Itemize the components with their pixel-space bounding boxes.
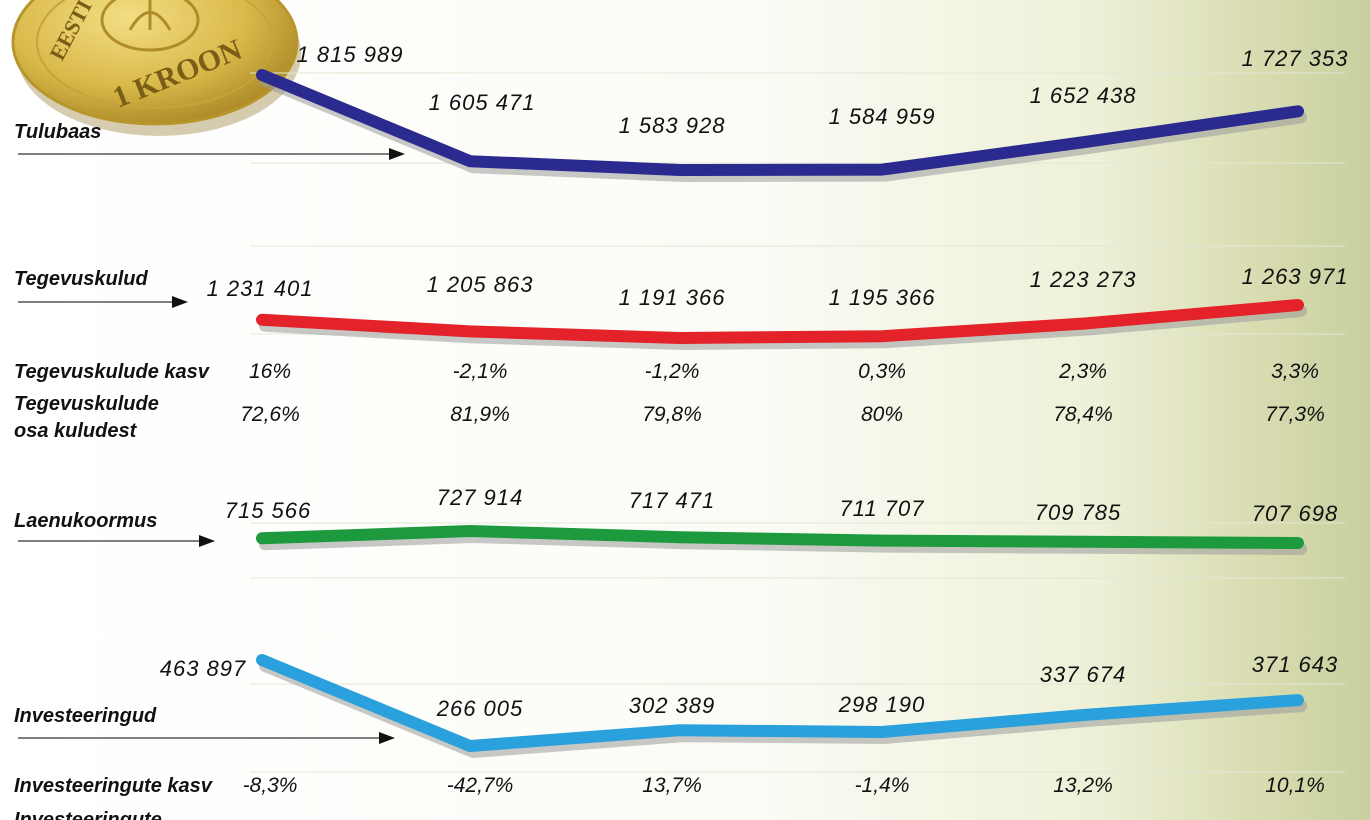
row-label: Investeeringute: [14, 809, 162, 820]
row-label: Investeeringute kasv: [14, 775, 214, 797]
data-label: 1 583 928: [619, 113, 726, 138]
series-name: Laenukoormus: [14, 510, 157, 532]
data-label: 1 205 863: [427, 272, 534, 297]
data-label: 266 005: [436, 696, 524, 721]
kroon-coin: EESTI 1 KROON: [11, 0, 301, 136]
data-label: 371 643: [1252, 652, 1339, 677]
data-label: 1 815 989: [297, 42, 404, 67]
data-label: 1 223 273: [1030, 267, 1137, 292]
series-line-tegevuskulud: [256, 299, 1304, 344]
series-name: Investeeringud: [14, 705, 157, 727]
row-value: 77,3%: [1265, 403, 1325, 426]
row-value: -42,7%: [447, 774, 514, 797]
row-value: 13,2%: [1053, 774, 1113, 797]
data-label: 302 389: [629, 693, 716, 718]
series-layer: [256, 69, 1307, 758]
row-value: -1,2%: [645, 360, 700, 383]
row-value: 16%: [249, 360, 291, 383]
data-label: 1 584 959: [829, 104, 936, 129]
row-value: 0,3%: [858, 360, 906, 383]
row-label: Tegevuskulude kasv: [14, 361, 211, 383]
data-label: 1 652 438: [1030, 83, 1137, 108]
row-value: -2,1%: [453, 360, 508, 383]
data-label: 463 897: [160, 656, 247, 681]
row-label: Tegevuskulude: [14, 393, 159, 415]
labels-layer: Tulubaas 1 815 989 1 605 471 1 583 928 1 584…: [14, 42, 1349, 744]
pointer-arrow-head: [379, 732, 395, 744]
data-label: 709 785: [1035, 500, 1122, 525]
series-name: Tulubaas: [14, 121, 101, 143]
series-name: Tegevuskulud: [14, 268, 149, 290]
data-label: 707 698: [1252, 501, 1339, 526]
data-label: 1 195 366: [829, 285, 936, 310]
series-line-tulubaas: [256, 69, 1304, 176]
data-label: 1 727 353: [1242, 46, 1349, 71]
data-label: 1 605 471: [429, 90, 536, 115]
row-value: -8,3%: [243, 774, 298, 797]
row-value: 80%: [861, 403, 903, 426]
coin-face: [11, 0, 299, 126]
row-value: -1,4%: [855, 774, 910, 797]
row-value: 78,4%: [1053, 403, 1113, 426]
pointer-arrow-head: [389, 148, 405, 160]
data-label: 717 471: [629, 488, 716, 513]
data-label: 715 566: [225, 498, 312, 523]
data-label: 727 914: [437, 485, 524, 510]
series-line-laenukoormus: [256, 525, 1304, 549]
data-label: 298 190: [838, 692, 926, 717]
row-value: 72,6%: [240, 403, 300, 426]
data-label: 711 707: [840, 496, 925, 521]
pointer-arrow-head: [172, 296, 188, 308]
data-label: 337 674: [1040, 662, 1127, 687]
guide-lines: [250, 72, 1345, 773]
data-label: 1 191 366: [619, 285, 726, 310]
row-value: 79,8%: [642, 403, 702, 426]
data-label: 1 231 401: [207, 276, 314, 301]
series-line-investeeringud: [256, 654, 1304, 752]
row-value: 81,9%: [450, 403, 510, 426]
row-value: 3,3%: [1271, 360, 1319, 383]
data-label: 1 263 971: [1242, 264, 1349, 289]
row-value: 10,1%: [1265, 774, 1325, 797]
row-label: osa kuludest: [14, 420, 138, 442]
rows-layer: Tegevuskulude kasv 16% -2,1% -1,2% 0,3% 2,3% 3…: [14, 360, 1325, 820]
pointer-arrow-head: [199, 535, 215, 547]
row-value: 2,3%: [1058, 360, 1107, 383]
row-value: 13,7%: [642, 774, 702, 797]
